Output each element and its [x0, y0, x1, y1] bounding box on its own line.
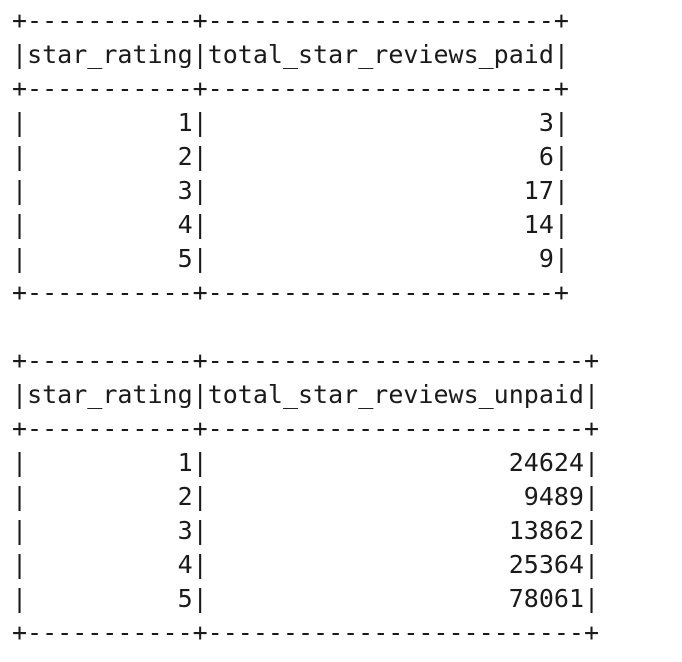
table-cell: 2	[177, 142, 193, 171]
result-table: +-----------+-----------------------+ |st…	[12, 4, 599, 310]
column-header: total_star_reviews_paid	[207, 40, 554, 69]
table-cell: 1	[177, 448, 193, 477]
table-row: | 3| 17|	[12, 176, 569, 205]
table-cell: 4	[177, 210, 193, 239]
table-row: | 2| 6|	[12, 142, 569, 171]
table-cell: 9489	[523, 482, 584, 511]
column-header: star_rating	[27, 40, 193, 69]
table-cell: 3	[538, 108, 554, 137]
table-row: | 4| 14|	[12, 210, 569, 239]
column-header: total_star_reviews_unpaid	[207, 380, 584, 409]
table-row: | 2| 9489|	[12, 482, 600, 511]
table-cell: 3	[177, 176, 193, 205]
table-cell: 5	[177, 244, 193, 273]
table-header-row: |star_rating|total_star_reviews_paid|	[12, 40, 569, 69]
table-cell: 78061	[508, 584, 584, 613]
table-border: +-----------+-----------------------+	[12, 278, 569, 307]
table-border: +-----------+-------------------------+	[12, 346, 599, 375]
table-row: | 5| 9|	[12, 244, 569, 273]
table-cell: 17	[523, 176, 554, 205]
table-cell: 2	[177, 482, 193, 511]
table-cell: 13862	[508, 516, 584, 545]
table-header-row: |star_rating|total_star_reviews_unpaid|	[12, 380, 600, 409]
column-header: star_rating	[27, 380, 193, 409]
table-cell: 1	[177, 108, 193, 137]
table-cell: 25364	[508, 550, 584, 579]
table-row: | 1| 24624|	[12, 448, 600, 477]
table-row: | 1| 3|	[12, 108, 569, 137]
result-table: +-----------+-------------------------+ |…	[12, 344, 599, 650]
table-cell: 9	[538, 244, 554, 273]
table-row: | 4| 25364|	[12, 550, 600, 579]
table-cell: 14	[523, 210, 554, 239]
table-cell: 5	[177, 584, 193, 613]
table-border: +-----------+-------------------------+	[12, 618, 599, 647]
table-border: +-----------+-------------------------+	[12, 414, 599, 443]
table-cell: 24624	[508, 448, 584, 477]
table-border: +-----------+-----------------------+	[12, 74, 569, 103]
table-row: | 5| 78061|	[12, 584, 600, 613]
table-cell: 6	[538, 142, 554, 171]
table-cell: 4	[177, 550, 193, 579]
blank-line	[12, 310, 599, 344]
console-output: +-----------+-----------------------+ |st…	[12, 4, 599, 650]
table-border: +-----------+-----------------------+	[12, 6, 569, 35]
table-cell: 3	[177, 516, 193, 545]
table-row: | 3| 13862|	[12, 516, 600, 545]
